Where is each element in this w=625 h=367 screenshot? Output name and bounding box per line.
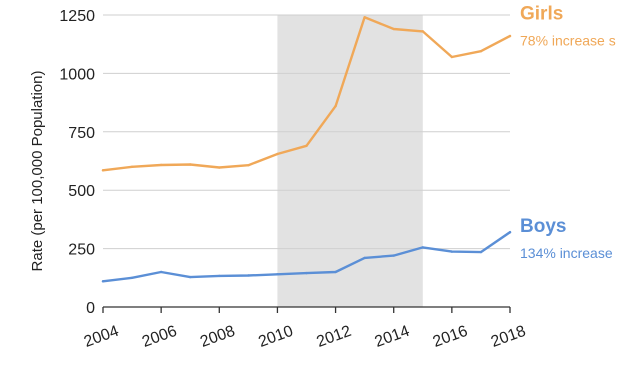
label-layer: Girls 78% increase s Boys 134% increase	[520, 4, 616, 262]
grid-layer	[103, 14, 510, 250]
data-point-girls-2018	[508, 34, 512, 38]
series-layer	[101, 16, 512, 283]
y-tick-label-1250: 1250	[59, 8, 95, 25]
data-point-boys-2016	[450, 250, 454, 253]
data-point-boys-2009	[247, 274, 250, 277]
x-tick-label-2012: 2012	[314, 323, 353, 351]
y-tick-label-1000: 1000	[59, 66, 95, 83]
data-point-girls-2009	[247, 164, 250, 167]
data-point-boys-2017	[479, 250, 483, 254]
data-point-girls-2006	[159, 163, 163, 167]
series-label-boys: Boys	[520, 216, 566, 237]
y-tick-label-250: 250	[68, 242, 95, 259]
data-point-boys-2007	[189, 275, 192, 279]
data-point-girls-2016	[450, 55, 454, 59]
data-point-boys-2011	[305, 271, 308, 275]
data-point-girls-2015	[421, 30, 424, 33]
y-axis-title: Rate (per 100,000 Population)	[29, 71, 46, 272]
data-point-boys-2014	[392, 254, 395, 257]
data-point-boys-2005	[130, 276, 134, 279]
data-point-boys-2012	[334, 270, 337, 274]
series-annotation-boys: 134% increase	[520, 245, 613, 261]
x-tick-label-2006: 2006	[140, 323, 179, 351]
x-tick-label-2008: 2008	[198, 323, 237, 351]
data-point-girls-2005	[130, 165, 134, 169]
y-tick-label-500: 500	[68, 183, 95, 200]
y-tick-label-750: 750	[68, 125, 95, 142]
x-tick-label-2014: 2014	[373, 323, 412, 351]
x-tick-label-2018: 2018	[489, 323, 528, 351]
x-tick-label-2004: 2004	[82, 323, 121, 351]
data-point-girls-2014	[392, 27, 395, 31]
data-point-boys-2015	[421, 246, 424, 249]
data-point-girls-2004	[101, 169, 105, 172]
data-point-girls-2013	[363, 16, 366, 19]
data-point-boys-2018	[508, 231, 512, 234]
data-point-boys-2008	[218, 274, 221, 278]
data-point-girls-2007	[189, 163, 192, 166]
series-annotation-girls: 78% increase s	[520, 33, 616, 49]
data-point-girls-2008	[218, 166, 221, 169]
data-point-girls-2011	[305, 144, 308, 148]
x-tick-label-2016: 2016	[431, 323, 470, 351]
data-point-boys-2010	[276, 273, 279, 276]
data-point-boys-2013	[363, 256, 366, 260]
y-tick-label-0: 0	[86, 300, 95, 317]
data-point-girls-2010	[276, 152, 279, 156]
data-point-girls-2017	[479, 50, 483, 53]
x-tick-label-2010: 2010	[256, 323, 295, 351]
data-point-girls-2012	[334, 104, 337, 108]
data-point-boys-2004	[101, 280, 105, 283]
series-label-girls: Girls	[520, 4, 563, 25]
data-point-boys-2006	[159, 270, 163, 274]
